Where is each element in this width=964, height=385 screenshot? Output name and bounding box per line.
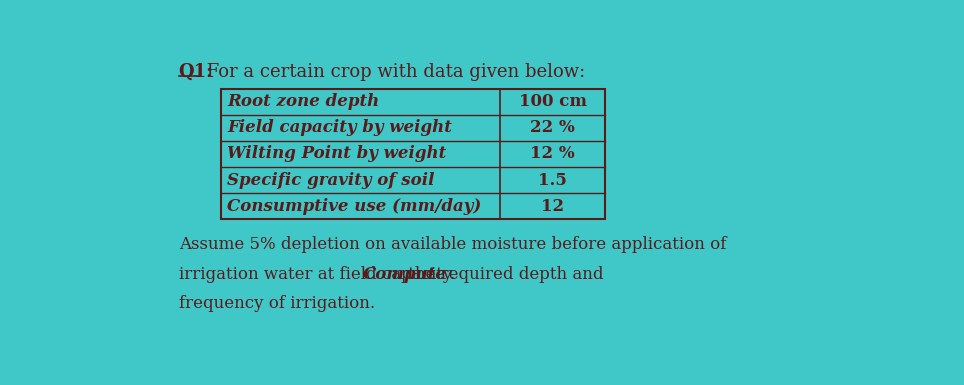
Text: For a certain crop with data given below:: For a certain crop with data given below… — [201, 63, 585, 81]
Text: Field capacity by weight: Field capacity by weight — [228, 119, 452, 136]
Text: Specific gravity of soil: Specific gravity of soil — [228, 172, 435, 189]
Text: Wilting Point by weight: Wilting Point by weight — [228, 146, 446, 162]
Text: 22 %: 22 % — [530, 119, 575, 136]
Text: frequency of irrigation.: frequency of irrigation. — [178, 295, 375, 312]
Bar — [222, 89, 604, 219]
Text: irrigation water at field capacity.: irrigation water at field capacity. — [178, 266, 460, 283]
Text: Root zone depth: Root zone depth — [228, 93, 380, 110]
Text: 1.5: 1.5 — [538, 172, 567, 189]
Text: the required depth and: the required depth and — [404, 266, 604, 283]
Text: Consumptive use (mm/day): Consumptive use (mm/day) — [228, 198, 482, 215]
Text: Assume 5% depletion on available moisture before application of: Assume 5% depletion on available moistur… — [178, 236, 726, 253]
Text: Compute: Compute — [363, 266, 447, 283]
Text: 100 cm: 100 cm — [519, 93, 586, 110]
Text: 12: 12 — [541, 198, 564, 215]
Text: 12 %: 12 % — [530, 146, 575, 162]
Text: Q1:: Q1: — [178, 63, 213, 81]
